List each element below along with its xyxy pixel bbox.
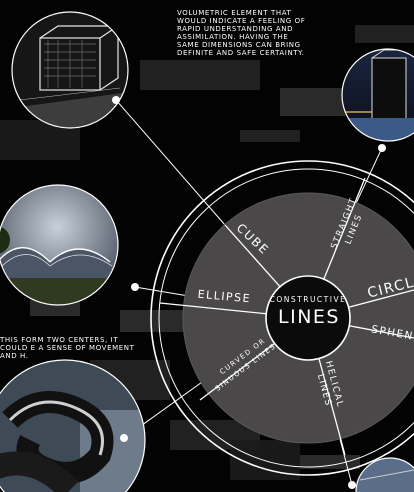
- helical-render-image: [356, 458, 414, 492]
- straight-image-ring: [341, 48, 414, 142]
- ellipse-description: THIS FORM TWO CENTERS, IT COULD E A SENS…: [0, 336, 135, 360]
- bg-glitch-block: [120, 310, 190, 332]
- center-hub: [265, 275, 351, 361]
- inner-ring: [158, 168, 414, 468]
- connector-line-cube: [115, 99, 226, 226]
- bg-glitch-block: [140, 60, 260, 90]
- anchor-dot-helical: [348, 481, 356, 489]
- straight-render-image: [342, 49, 414, 141]
- anchor-dot-curved: [120, 434, 128, 442]
- ellipse-render-image: [0, 185, 118, 305]
- bg-glitch-block: [240, 130, 300, 142]
- ellipse-image-ring: [0, 184, 119, 306]
- anchor-dot-ellipse: [131, 283, 139, 291]
- cube-render-image: [12, 12, 128, 128]
- center-title: CONSTRUCTIVE: [270, 295, 347, 304]
- label-ellipse: ELLIPSE: [197, 288, 251, 306]
- cube-description: VOLUMETRIC ELEMENT THAT WOULD INDICATE A…: [177, 9, 306, 57]
- anchor-dot-cube: [112, 96, 120, 104]
- helical-image-ring: [355, 457, 414, 492]
- curved-render-image: [0, 360, 145, 492]
- cube-image-ring: [11, 11, 129, 129]
- outer-ring: [150, 160, 414, 476]
- curved-image-ring: [0, 359, 146, 492]
- center-subtitle: LINES: [278, 306, 340, 328]
- bg-glitch-block: [355, 25, 414, 43]
- bg-glitch-block: [280, 88, 350, 116]
- anchor-dot-straight: [378, 144, 386, 152]
